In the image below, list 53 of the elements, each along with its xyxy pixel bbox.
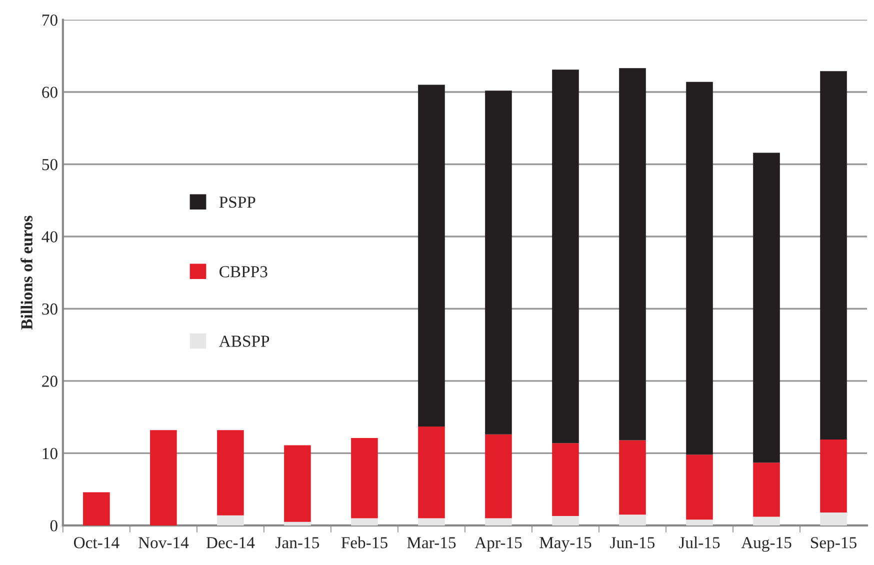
bar: [686, 520, 713, 526]
legend-label: PSPP: [219, 196, 256, 208]
bar: [351, 518, 378, 526]
bar: [686, 82, 713, 455]
x-tick-label: Aug-15: [741, 537, 792, 552]
x-tick-label: Apr-15: [474, 537, 522, 552]
bar: [217, 515, 244, 526]
y-axis-title: Billions of euros: [20, 216, 32, 330]
bar: [686, 454, 713, 520]
y-tick-label: 10: [42, 448, 58, 460]
bar: [619, 68, 646, 440]
bar: [284, 522, 311, 526]
bar: [619, 514, 646, 526]
y-tick-label: 30: [42, 303, 58, 315]
x-tick-label: Oct-14: [74, 537, 120, 548]
y-tick-label: 70: [42, 14, 58, 26]
bar: [820, 439, 847, 512]
bar: [753, 516, 780, 526]
legend-label: ABSPP: [218, 336, 270, 347]
bar: [753, 152, 780, 463]
bar: [753, 462, 780, 517]
bar: [485, 90, 512, 434]
bar: [418, 518, 445, 526]
bar: [485, 434, 512, 518]
bar: [552, 443, 579, 516]
y-tick-label: 50: [42, 158, 58, 170]
bar: [217, 430, 244, 516]
y-tick-label: 40: [42, 231, 58, 242]
bar: [619, 440, 646, 515]
bar: [418, 426, 445, 518]
bar: [820, 512, 847, 526]
bar: [284, 445, 311, 522]
bar: [83, 492, 110, 526]
x-tick-label: May-15: [540, 537, 592, 552]
y-tick-label: 60: [42, 86, 58, 98]
bar: [820, 71, 847, 440]
bar: [351, 438, 378, 518]
bar: [150, 430, 177, 526]
x-tick-label: Feb-15: [341, 536, 388, 548]
legend-label: CBPP3: [220, 266, 268, 278]
y-tick-label: 20: [42, 376, 58, 387]
y-tick-label: 0: [50, 520, 58, 532]
bar: [552, 70, 579, 444]
bar: [485, 518, 512, 526]
x-tick-label: Jan-15: [276, 537, 320, 548]
bar: [552, 516, 579, 526]
x-tick-label: Dec-14: [206, 537, 255, 548]
x-tick-label: Sep-15: [811, 537, 856, 552]
x-tick-label: Mar-15: [407, 537, 456, 548]
x-tick-label: Nov-14: [138, 537, 189, 548]
x-tick-label: Jul-15: [679, 536, 720, 548]
bar: [418, 84, 445, 426]
x-tick-label: Jun-15: [610, 537, 655, 548]
